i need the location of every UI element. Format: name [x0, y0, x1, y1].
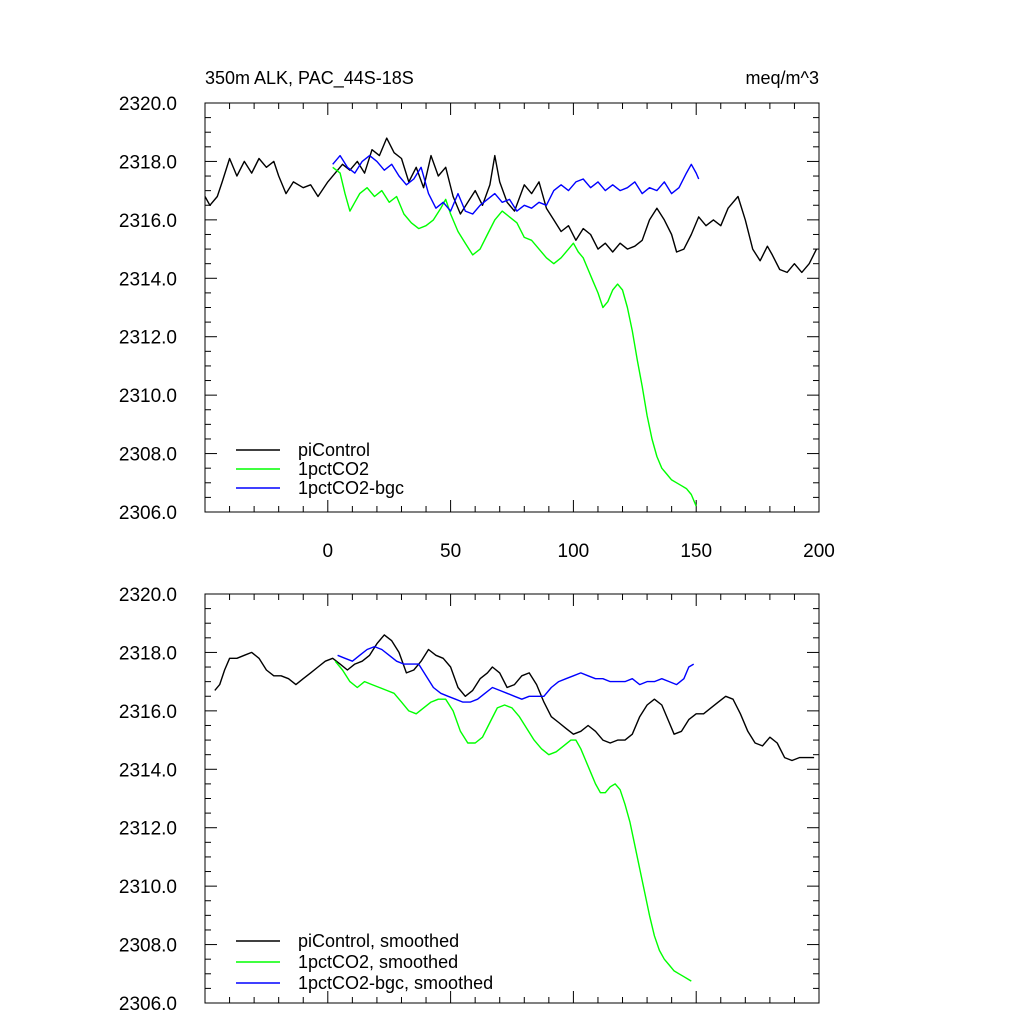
y-tick-label: 2312.0 — [119, 328, 177, 349]
top-chart-units: meq/m^3 — [746, 68, 819, 88]
series-line-1pctco2-bgc-smoothed — [337, 645, 695, 703]
bottom-series-lines — [214, 634, 815, 982]
legend-label-1pctco2-bgc: 1pctCO2-bgc — [298, 478, 404, 498]
y-tick-label: 2308.0 — [119, 445, 177, 466]
bottom-y-tick-labels: 2306.0 2308.0 2310.0 2312.0 2314.0 2316.0 2318… — [119, 585, 177, 1015]
top-series-lines — [204, 137, 818, 507]
series-line-1pctco2-bgc — [332, 154, 700, 215]
bottom-panel: 2306.0 2308.0 2310.0 2312.0 2314.0 2316.0 2318… — [119, 585, 820, 1015]
x-tick-label: 100 — [558, 541, 590, 562]
series-line-1pctco2 — [332, 166, 697, 507]
y-tick-label: 2320.0 — [119, 94, 177, 115]
series-line-picontrol-smoothed — [214, 634, 815, 762]
y-tick-label: 2318.0 — [119, 643, 177, 664]
legend-label-1pctco2-smoothed: 1pctCO2, smoothed — [298, 952, 458, 972]
y-tick-label: 2308.0 — [119, 936, 177, 957]
y-tick-label: 2306.0 — [119, 503, 177, 524]
y-tick-label: 2306.0 — [119, 994, 177, 1015]
y-tick-label: 2310.0 — [119, 386, 177, 407]
legend-label-1pctco2-bgc-smoothed: 1pctCO2-bgc, smoothed — [298, 973, 493, 993]
legend-label-1pctco2: 1pctCO2 — [298, 459, 369, 479]
top-chart-title: 350m ALK, PAC_44S-18S — [205, 68, 414, 89]
y-tick-label: 2320.0 — [119, 585, 177, 606]
x-tick-label: 200 — [803, 541, 835, 562]
y-tick-label: 2318.0 — [119, 152, 177, 173]
x-tick-label: 50 — [440, 541, 461, 562]
y-tick-label: 2316.0 — [119, 211, 177, 232]
y-tick-label: 2314.0 — [119, 760, 177, 781]
y-tick-label: 2312.0 — [119, 819, 177, 840]
y-tick-label: 2310.0 — [119, 877, 177, 898]
y-tick-label: 2316.0 — [119, 702, 177, 723]
series-line-1pctco2-smoothed — [334, 660, 692, 982]
x-tick-label: 0 — [323, 541, 334, 562]
bottom-tick-marks — [204, 593, 820, 1004]
y-tick-label: 2314.0 — [119, 269, 177, 290]
top-x-tick-labels: 0 50 100 150 200 — [323, 541, 835, 562]
legend-label-picontrol-smoothed: piControl, smoothed — [298, 931, 459, 951]
x-tick-label: 150 — [680, 541, 712, 562]
top-y-tick-labels: 2306.0 2308.0 2310.0 2312.0 2314.0 2316.0 2318… — [119, 94, 177, 524]
legend-label-picontrol: piControl — [298, 440, 370, 460]
top-panel: 350m ALK, PAC_44S-18S meq/m^3 2306.0 2308… — [119, 68, 835, 562]
series-line-picontrol — [204, 137, 818, 274]
